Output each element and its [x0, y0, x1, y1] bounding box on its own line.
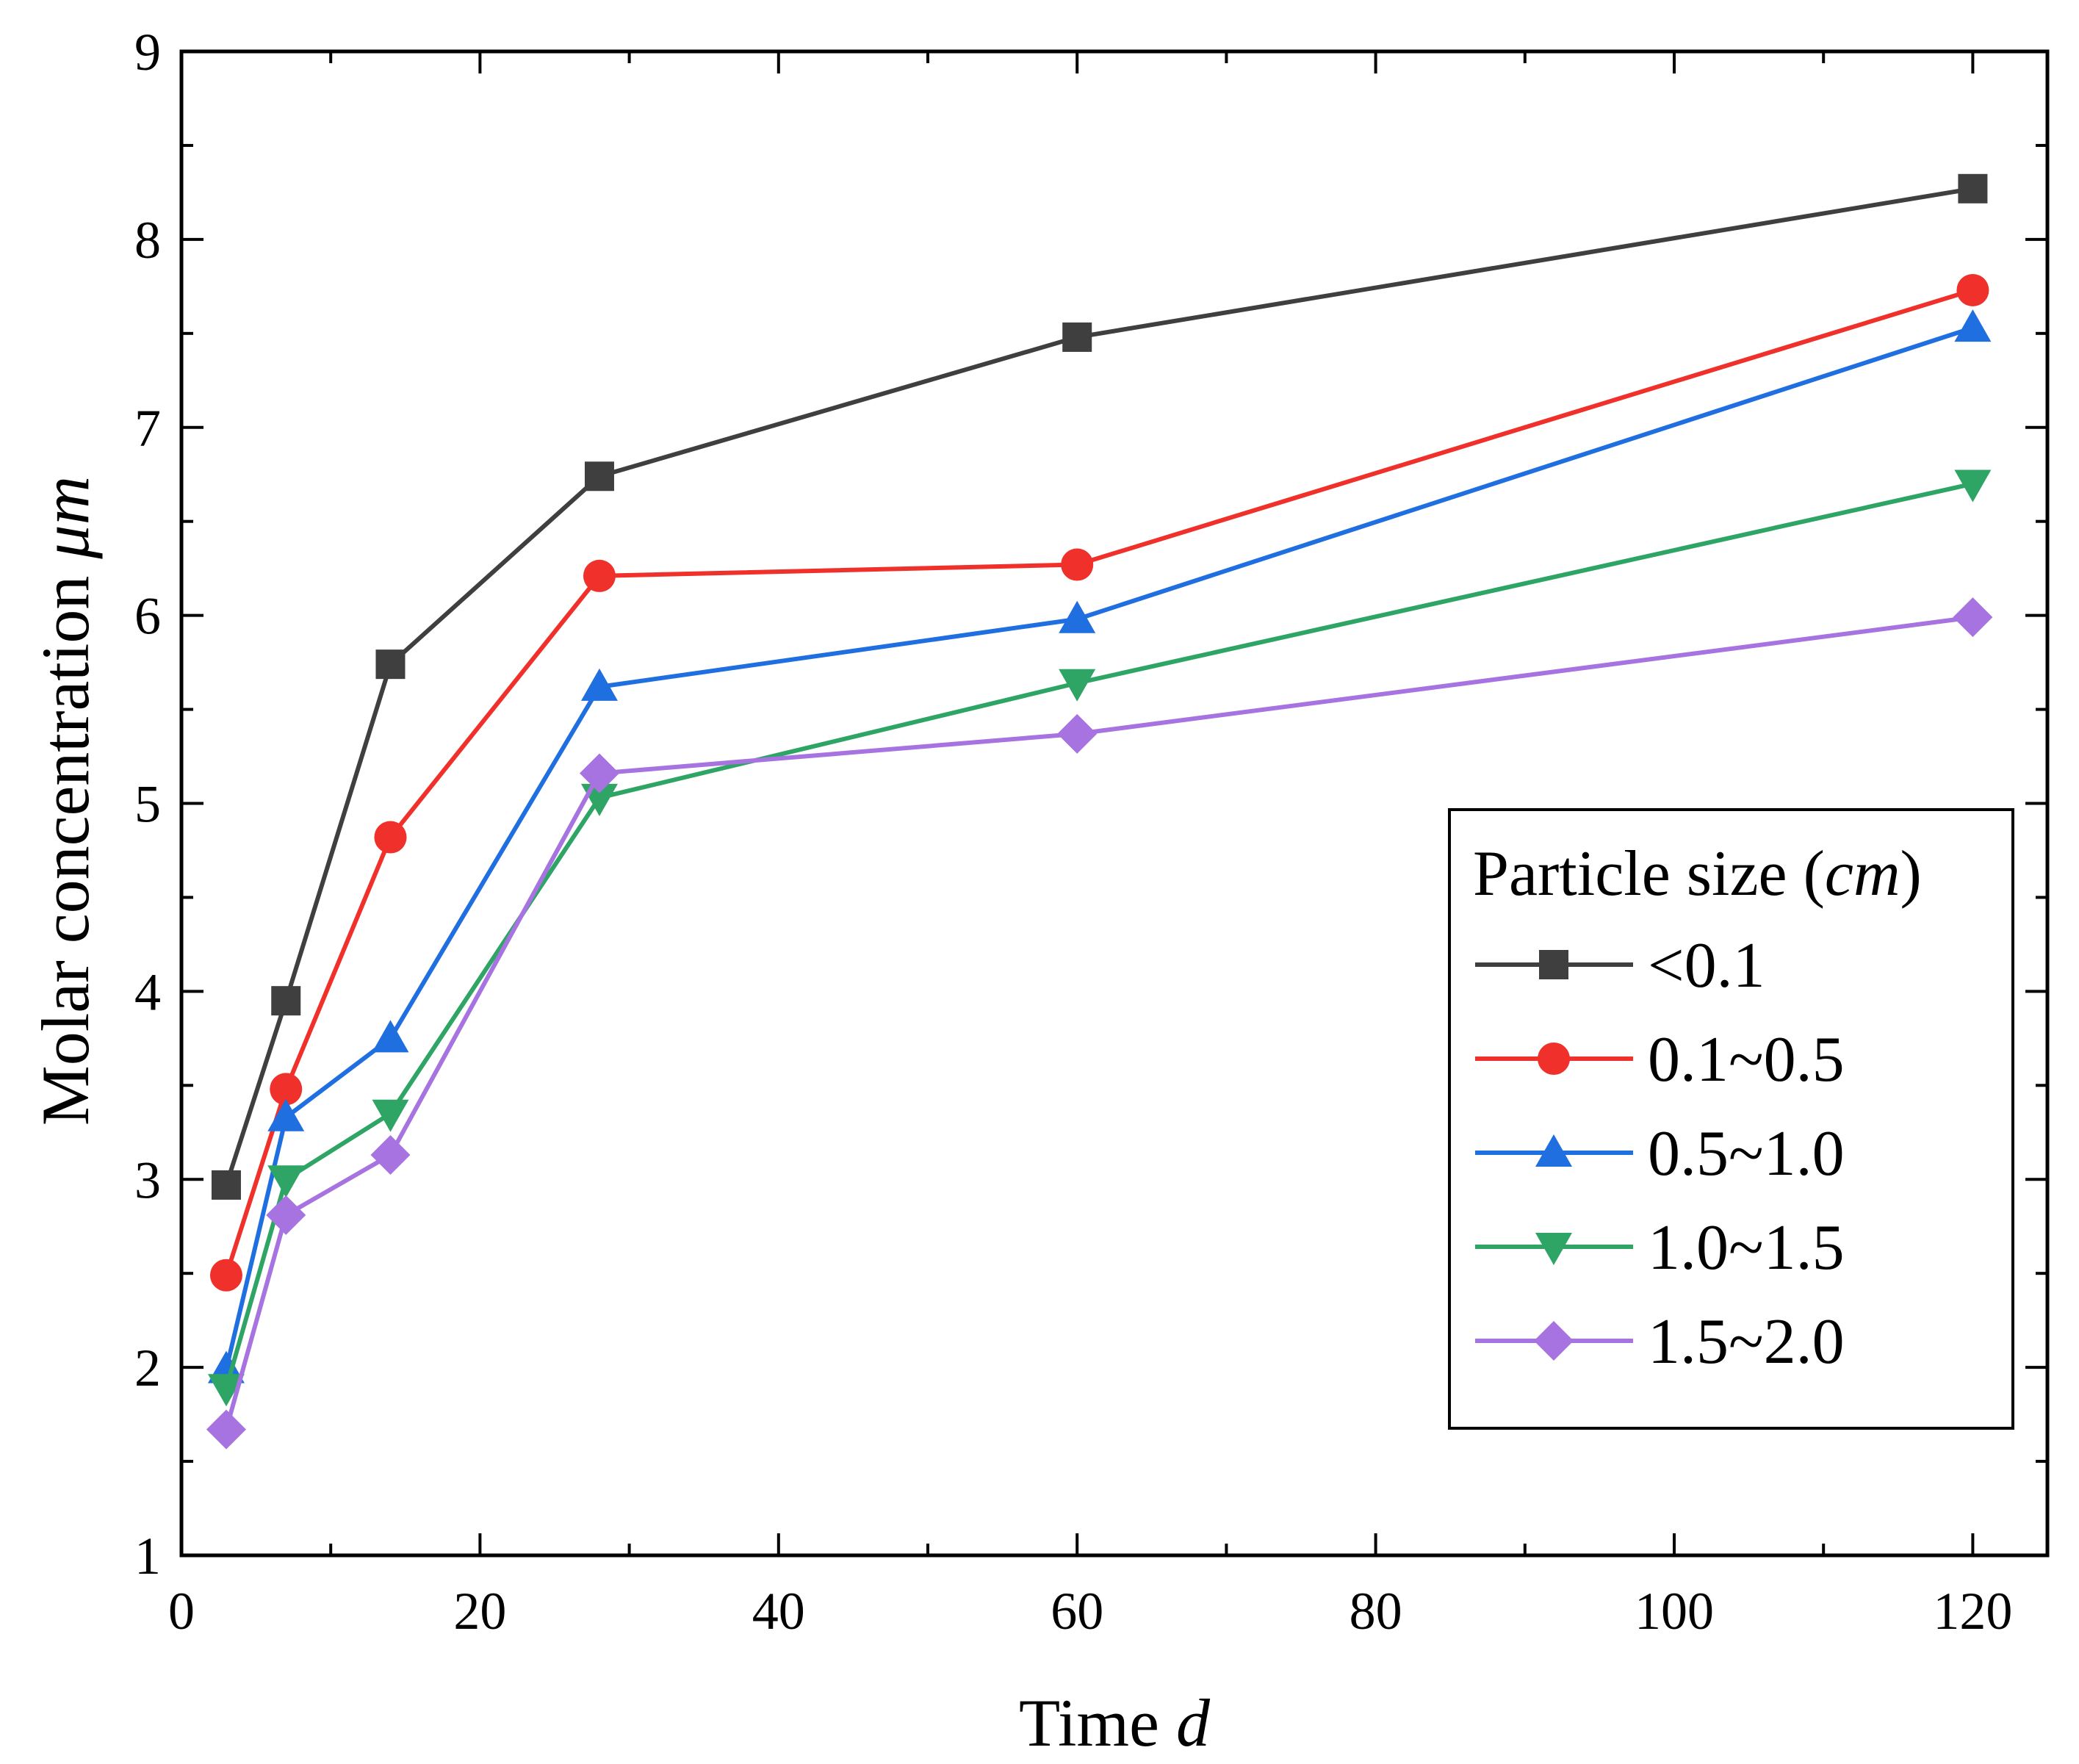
data-point [580, 668, 618, 701]
y-tick-label: 3 [134, 1151, 161, 1209]
legend-label: 1.0~1.5 [1648, 1212, 1845, 1284]
legend-item: 0.1~0.5 [1475, 1024, 1845, 1095]
legend-items: <0.1 0.1~0.5 0.5~1.0 1.0~1.5 1.5~2.0 [1475, 930, 1845, 1378]
y-tick-label: 7 [134, 399, 161, 458]
x-axis-unit: d [1176, 1685, 1211, 1760]
y-tick-label: 2 [134, 1339, 161, 1397]
data-point [374, 821, 407, 854]
data-point [267, 1098, 305, 1131]
x-tick-label: 0 [168, 1582, 195, 1641]
data-point [1956, 273, 1989, 306]
y-axis-title: Molar concentration μm [28, 476, 103, 1126]
data-point [209, 1259, 242, 1292]
data-point [207, 1374, 245, 1407]
legend-title-unit: cm [1825, 838, 1900, 910]
series-layer [206, 173, 1993, 1450]
x-tick-label: 60 [1051, 1582, 1103, 1641]
legend-marker [1535, 1233, 1572, 1265]
data-point [1057, 713, 1098, 754]
legend-marker [1535, 1134, 1572, 1167]
legend-item: <0.1 [1475, 930, 1765, 1001]
legend-box [1448, 808, 2014, 1430]
data-point [372, 1099, 409, 1132]
legend-title-text: Particle size ( [1473, 838, 1825, 910]
y-tick-label: 5 [134, 775, 161, 834]
legend-marker [1534, 1321, 1574, 1361]
y-tick-label: 6 [134, 587, 161, 646]
legend-title: Particle size (cm) [1473, 838, 1922, 910]
x-axis-ticks: 0 20 40 60 80 100 120 [168, 51, 2012, 1641]
series-<0.1 [211, 173, 1988, 1200]
legend-item: 0.5~1.0 [1475, 1118, 1845, 1189]
legend-label: <0.1 [1648, 930, 1765, 1001]
legend-item: 1.0~1.5 [1475, 1212, 1845, 1284]
legend-marker [1538, 1043, 1570, 1075]
series-line [224, 615, 1973, 1430]
x-axis-title-text: Time [1019, 1685, 1159, 1760]
y-axis-unit: μm [28, 476, 103, 560]
series-line [224, 325, 1974, 1370]
y-axis-title-text: Molar concentration [28, 576, 103, 1126]
legend: Particle size (cm) <0.1 0.1~0.5 0.5~1.0 1.0… [1448, 808, 2014, 1430]
data-point [266, 1195, 306, 1235]
data-point [1062, 322, 1092, 352]
data-point [1958, 173, 1988, 204]
data-point [583, 559, 616, 592]
data-point [1059, 600, 1096, 633]
legend-label: 0.1~0.5 [1648, 1024, 1845, 1095]
y-tick-label: 8 [134, 211, 161, 270]
x-tick-label: 40 [752, 1582, 805, 1641]
x-tick-label: 20 [453, 1582, 506, 1641]
x-tick-label: 100 [1635, 1582, 1714, 1641]
data-point [1059, 669, 1096, 702]
data-point [206, 1409, 246, 1450]
series-line [224, 186, 1973, 1186]
legend-marker [1539, 950, 1568, 979]
data-point [579, 753, 619, 793]
data-point [375, 649, 406, 680]
series-1.5~2.0 [206, 597, 1993, 1450]
data-point [1061, 548, 1094, 581]
x-axis-title: Time d [1019, 1685, 1211, 1760]
x-tick-label: 120 [1933, 1582, 2012, 1641]
data-point [211, 1170, 241, 1200]
data-point [1954, 469, 1992, 503]
data-point [1953, 597, 1993, 638]
legend-item: 1.5~2.0 [1475, 1306, 1845, 1378]
legend-label: 1.5~2.0 [1648, 1306, 1845, 1378]
y-tick-label: 1 [134, 1527, 161, 1585]
legend-title-close: ) [1900, 838, 1922, 910]
x-tick-label: 80 [1350, 1582, 1402, 1641]
data-point [1954, 309, 1992, 342]
data-point [372, 1020, 409, 1053]
data-point [584, 461, 614, 492]
data-point [270, 1073, 303, 1106]
y-tick-label: 9 [134, 23, 161, 82]
data-point [267, 1165, 305, 1198]
data-point [370, 1134, 411, 1175]
data-point [271, 986, 301, 1016]
legend-label: 0.5~1.0 [1648, 1118, 1845, 1189]
y-axis-ticks: 1 2 3 4 5 6 7 8 9 [134, 23, 2047, 1585]
y-tick-label: 4 [134, 962, 161, 1021]
